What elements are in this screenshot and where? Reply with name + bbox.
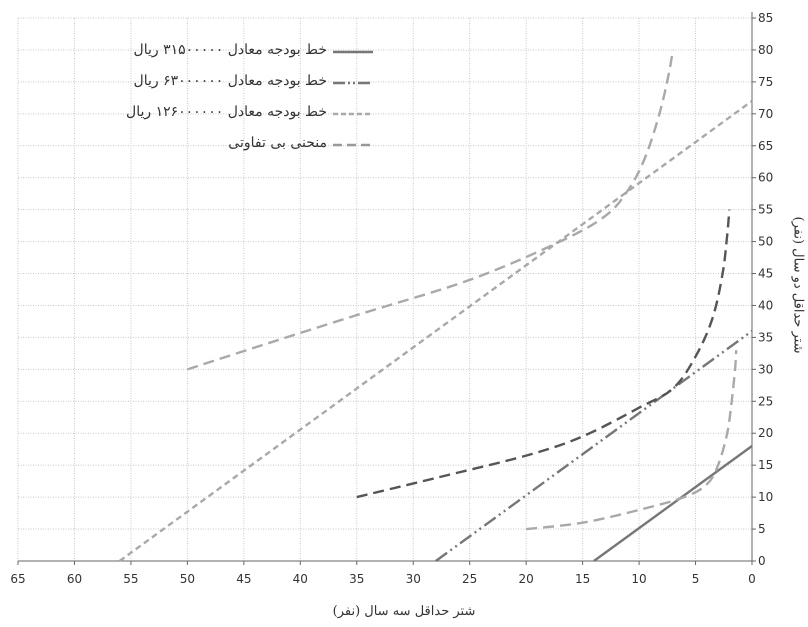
- legend-item-indifference-curve: منحنی بی تفاوتی: [28, 135, 373, 166]
- y-tick-label: 80: [758, 43, 773, 57]
- legend-label: خط بودجه معادل ۶۳۰۰۰۰۰۰ ریال: [133, 73, 327, 89]
- x-tick-label: 15: [575, 572, 590, 586]
- budget-line-2: [435, 330, 753, 562]
- legend-swatch-solid: [333, 50, 373, 54]
- budget-line-1: [593, 445, 753, 562]
- legend-swatch-dashdotdot: [333, 81, 373, 85]
- x-tick-label: 25: [462, 572, 477, 586]
- legend-item-budget-3: خط بودجه معادل ۱۲۶۰۰۰۰۰۰ ریال: [28, 104, 373, 135]
- x-tick-label: 65: [10, 572, 25, 586]
- legend-item-budget-2: خط بودجه معادل ۶۳۰۰۰۰۰۰ ریال: [28, 73, 373, 104]
- x-tick-label: 50: [180, 572, 195, 586]
- y-tick-label: 85: [758, 11, 773, 25]
- y-axis-ticks: 0 5 10 15 20 25 30 35 40 45 50 55 60 65 70 75 80 85: [752, 11, 773, 568]
- x-tick-label: 40: [293, 572, 308, 586]
- y-axis-label: شتر حداقل دو سال (نفر): [790, 216, 806, 354]
- y-tick-label: 55: [758, 203, 773, 217]
- legend-swatch-dashed: [333, 143, 373, 147]
- legend-label: منحنی بی تفاوتی: [228, 135, 327, 151]
- budget-line-3: [118, 100, 753, 562]
- y-tick-label: 5: [758, 522, 766, 536]
- indifference-curve-2: [356, 209, 731, 499]
- indifference-curve-3: [187, 49, 675, 371]
- legend: خط بودجه معادل ۳۱۵۰۰۰۰۰ ریال خط بودجه مع…: [28, 42, 373, 166]
- y-tick-label: 20: [758, 426, 773, 440]
- y-tick-label: 45: [758, 267, 773, 281]
- y-tick-label: 30: [758, 362, 773, 376]
- legend-label: خط بودجه معادل ۱۲۶۰۰۰۰۰۰ ریال: [126, 104, 327, 120]
- x-axis-label: شتر حداقل سه سال (نفر): [332, 604, 476, 619]
- x-tick-label: 55: [123, 572, 138, 586]
- y-tick-label: 75: [758, 75, 773, 89]
- indifference-curve-1: [526, 350, 738, 531]
- y-tick-label: 0: [758, 554, 766, 568]
- y-tick-label: 60: [758, 171, 773, 185]
- x-tick-label: 20: [519, 572, 534, 586]
- legend-label: خط بودجه معادل ۳۱۵۰۰۰۰۰ ریال: [133, 42, 327, 58]
- y-tick-label: 40: [758, 298, 773, 312]
- y-tick-label: 65: [758, 139, 773, 153]
- y-tick-label: 10: [758, 490, 773, 504]
- x-tick-label: 45: [236, 572, 251, 586]
- y-tick-label: 25: [758, 394, 773, 408]
- grid-lines: [17, 12, 753, 562]
- legend-swatch-dashed-short: [333, 112, 373, 116]
- plot-series: [118, 49, 753, 562]
- x-tick-label: 0: [748, 572, 756, 586]
- x-axis-ticks: 65 60 55 50 45 40 35 30 25 20 15 10 5 0: [10, 561, 756, 586]
- y-tick-label: 35: [758, 330, 773, 344]
- x-tick-label: 30: [406, 572, 421, 586]
- x-tick-label: 35: [349, 572, 364, 586]
- y-tick-label: 70: [758, 107, 773, 121]
- y-tick-label: 15: [758, 458, 773, 472]
- y-tick-label: 50: [758, 235, 773, 249]
- x-tick-label: 5: [692, 572, 700, 586]
- legend-item-budget-1: خط بودجه معادل ۳۱۵۰۰۰۰۰ ریال: [28, 42, 373, 73]
- x-tick-label: 60: [67, 572, 82, 586]
- x-tick-label: 10: [631, 572, 646, 586]
